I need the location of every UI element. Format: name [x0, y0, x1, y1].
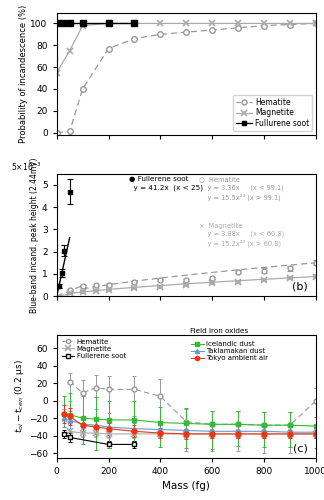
Y-axis label: Probability of incandescence (%): Probability of incandescence (%)	[19, 4, 28, 143]
Text: (c): (c)	[293, 444, 308, 454]
Legend: Hematite, Magnetite, Fullurene soot: Hematite, Magnetite, Fullurene soot	[233, 95, 312, 131]
Y-axis label: Blue-band incand. peak height (2.44mV): Blue-band incand. peak height (2.44mV)	[30, 157, 39, 313]
Text: (b): (b)	[292, 281, 308, 291]
Legend: Icelandic dust, Taklamakan dust, Tokyo ambient air: Icelandic dust, Taklamakan dust, Tokyo a…	[190, 340, 270, 363]
Text: Field iron oxides: Field iron oxides	[190, 328, 249, 334]
Y-axis label: $t_{oi} - t_{cen}$ (0.2 μs): $t_{oi} - t_{cen}$ (0.2 μs)	[13, 360, 26, 433]
Text: ○  Hematite
    y = 3.36x     (x < 99.1)
    y = 15.5x²³ (x > 99.1): ○ Hematite y = 3.36x (x < 99.1) y = 15.5…	[199, 176, 284, 201]
Text: ×  Magnetite
    y = 3.88x     (x < 60.8)
    y = 15.2x²³ (x > 60.8): × Magnetite y = 3.88x (x < 60.8) y = 15.…	[199, 223, 284, 247]
X-axis label: Mass (fg): Mass (fg)	[162, 481, 210, 491]
Text: $5{\times}10^{-3}$: $5{\times}10^{-3}$	[11, 160, 42, 172]
Text: (a): (a)	[293, 120, 308, 130]
Text: ● Fullerene soot
  y = 41.2x  (x < 25): ● Fullerene soot y = 41.2x (x < 25)	[129, 176, 203, 191]
